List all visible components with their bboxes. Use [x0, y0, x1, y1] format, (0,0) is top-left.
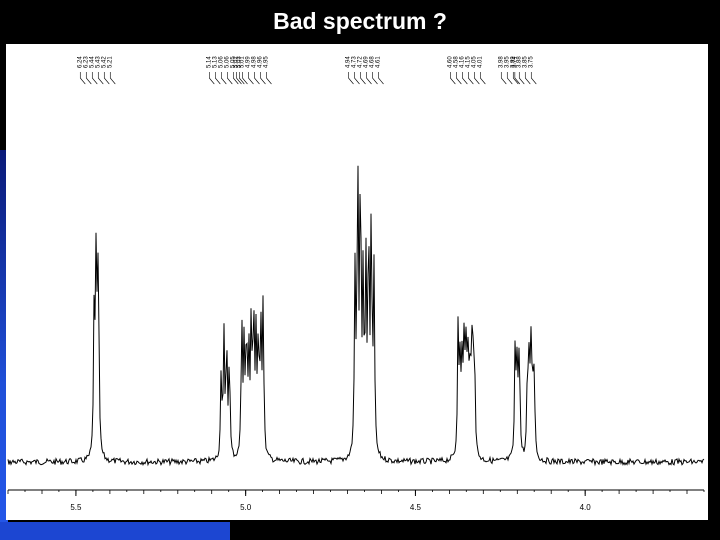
peak-label-leader [236, 77, 242, 85]
peak-label-leader [519, 77, 525, 85]
x-axis: 5.5 5.0 4.5 4.0 [7, 489, 705, 512]
peak-label: 4.01 [477, 56, 483, 68]
peak-label-leader [80, 77, 86, 85]
bottom-accent-bar [0, 522, 230, 540]
peak-label-leader [254, 77, 260, 85]
x-axis-tick-label: 4.5 [410, 503, 422, 512]
peak-label: 5.03 [236, 56, 242, 68]
peak-label: 4.69 [364, 56, 370, 68]
peak-label: 5.43 [95, 56, 101, 68]
peak-label: 5.14 [206, 56, 212, 68]
peak-label: 5.42 [101, 56, 107, 68]
peak-label: 4.94 [346, 56, 352, 68]
peak-label: 4.96 [257, 56, 263, 68]
peak-label-leader [462, 77, 468, 85]
peak-label-leader [480, 77, 486, 85]
peak-label-leader [248, 77, 254, 85]
peak-label-leader [239, 77, 245, 85]
peak-label: 4.99 [245, 56, 251, 68]
peak-label: 3.85 [522, 56, 528, 68]
peak-label: 3.95 [504, 56, 510, 68]
peak-label: 4.72 [358, 56, 364, 68]
peak-label-leader [372, 77, 378, 85]
peak-label: 5.21 [107, 56, 113, 68]
peak-label-leader [474, 77, 480, 85]
peak-label: 4.61 [376, 56, 382, 68]
peak-label-leader [456, 77, 462, 85]
peak-label-leader [507, 77, 513, 85]
slide-title: Bad spectrum ? [273, 8, 447, 34]
peak-label: 3.74 [512, 56, 518, 68]
peak-label-leader [215, 77, 221, 85]
peak-label-leader [525, 77, 531, 85]
peak-label: 4.15 [465, 56, 471, 68]
peak-label: 5.13 [212, 56, 218, 68]
peak-label: 5.06 [218, 56, 224, 68]
x-axis-tick-label: 5.5 [70, 503, 82, 512]
peak-label: 6.23 [83, 56, 89, 68]
x-axis-tick-label: 5.0 [240, 503, 252, 512]
peak-label-leader [260, 77, 266, 85]
nmr-spectrum-chart: 6.24 6.23 5.44 5.43 5.42 5.21 5.14 5.13 5.06 5.06… [6, 44, 708, 520]
peak-label: 5.01 [239, 56, 245, 68]
left-accent-bar [0, 150, 8, 540]
peak-label: 5.06 [224, 56, 230, 68]
peak-label-leader [221, 77, 227, 85]
peak-label-leader [378, 77, 384, 85]
peak-label-layer: 6.24 6.23 5.44 5.43 5.42 5.21 5.14 5.13 5.06 5.06… [77, 56, 537, 85]
peak-label-leader [501, 77, 507, 85]
peak-label-leader [514, 77, 521, 85]
peak-label-leader [233, 77, 239, 85]
peak-label: 5.02 [233, 56, 239, 68]
peak-label-leader [366, 77, 372, 85]
peak-label-leader [468, 77, 474, 85]
peak-label-leader [98, 77, 104, 85]
peak-label: 4.58 [453, 56, 459, 68]
peak-label-leader [242, 77, 248, 85]
peak-label-leader [104, 77, 110, 85]
peak-label: 4.16 [459, 56, 465, 68]
x-axis-tick-label: 4.0 [580, 503, 592, 512]
peak-label: 4.05 [471, 56, 477, 68]
peak-label: 3.88 [516, 56, 522, 68]
peak-label-leader [513, 77, 519, 85]
peak-label: 3.89 [510, 56, 516, 68]
peak-label-leader [266, 77, 272, 85]
peak-label-leader [354, 77, 360, 85]
peak-label: 4.73 [352, 56, 358, 68]
peak-label-leader [348, 77, 354, 85]
peak-label-leader [360, 77, 366, 85]
peak-label: 6.24 [77, 56, 83, 68]
peak-label: 4.98 [251, 56, 257, 68]
peak-label-leader [531, 77, 537, 85]
peak-label: 4.68 [370, 56, 376, 68]
peak-label: 5.05 [230, 56, 236, 68]
peak-label-leader [110, 77, 116, 85]
peak-label: 4.60 [447, 56, 453, 68]
peak-label: 3.75 [528, 56, 534, 68]
peak-label-leader [450, 77, 456, 85]
spectrum-trace [7, 165, 705, 467]
peak-label: 5.44 [89, 56, 95, 68]
peak-label-leader [209, 77, 215, 85]
peak-label-leader [227, 77, 233, 85]
peak-label: 3.98 [498, 56, 504, 68]
peak-label-leader [92, 77, 98, 85]
peak-label-leader [86, 77, 92, 85]
peak-label: 4.95 [263, 56, 269, 68]
